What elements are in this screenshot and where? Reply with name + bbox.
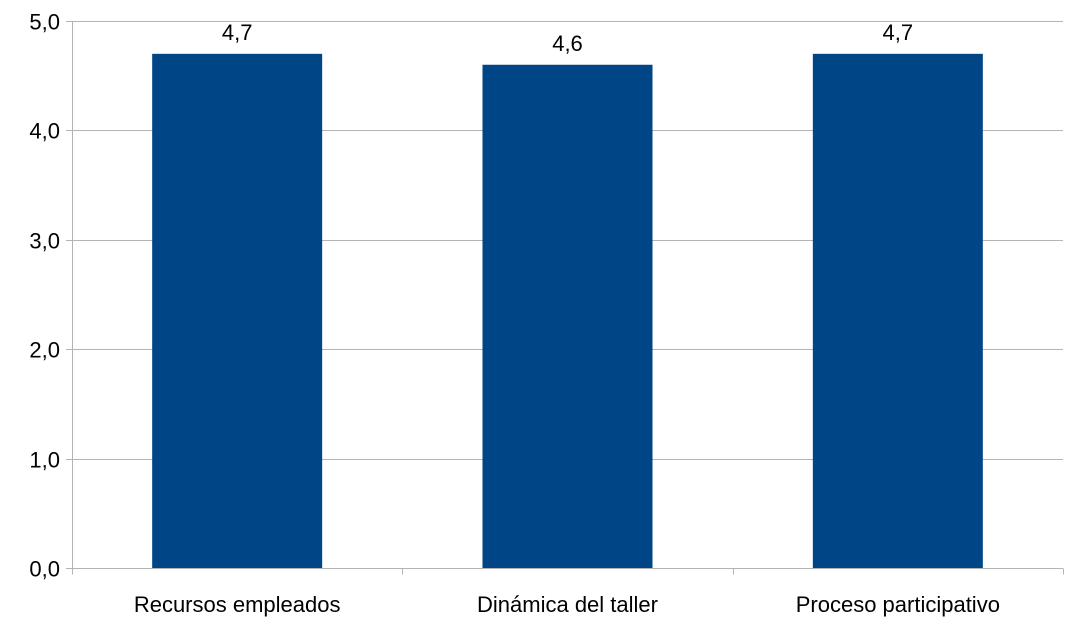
y-tick-label: 0,0 <box>29 557 60 582</box>
data-label: 4,7 <box>883 20 914 45</box>
y-tick-label: 4,0 <box>29 119 60 144</box>
y-tick-label: 2,0 <box>29 338 60 363</box>
axes <box>66 21 1064 575</box>
bars <box>152 53 983 568</box>
x-tick-label: Proceso participativo <box>796 592 1000 617</box>
bar <box>152 53 323 568</box>
y-tick-label: 3,0 <box>29 229 60 254</box>
bar <box>812 53 983 568</box>
bar <box>482 64 653 568</box>
y-tick-label: 5,0 <box>29 10 60 35</box>
x-tick-label: Dinámica del taller <box>477 592 658 617</box>
y-tick-label: 1,0 <box>29 448 60 473</box>
x-tick-label: Recursos empleados <box>134 592 341 617</box>
labels: 0,0 1,0 2,0 3,0 4,0 5,0 4,7 Recursos empleados 4… <box>29 10 1000 618</box>
data-label: 4,7 <box>222 20 253 45</box>
data-label: 4,6 <box>552 31 583 56</box>
